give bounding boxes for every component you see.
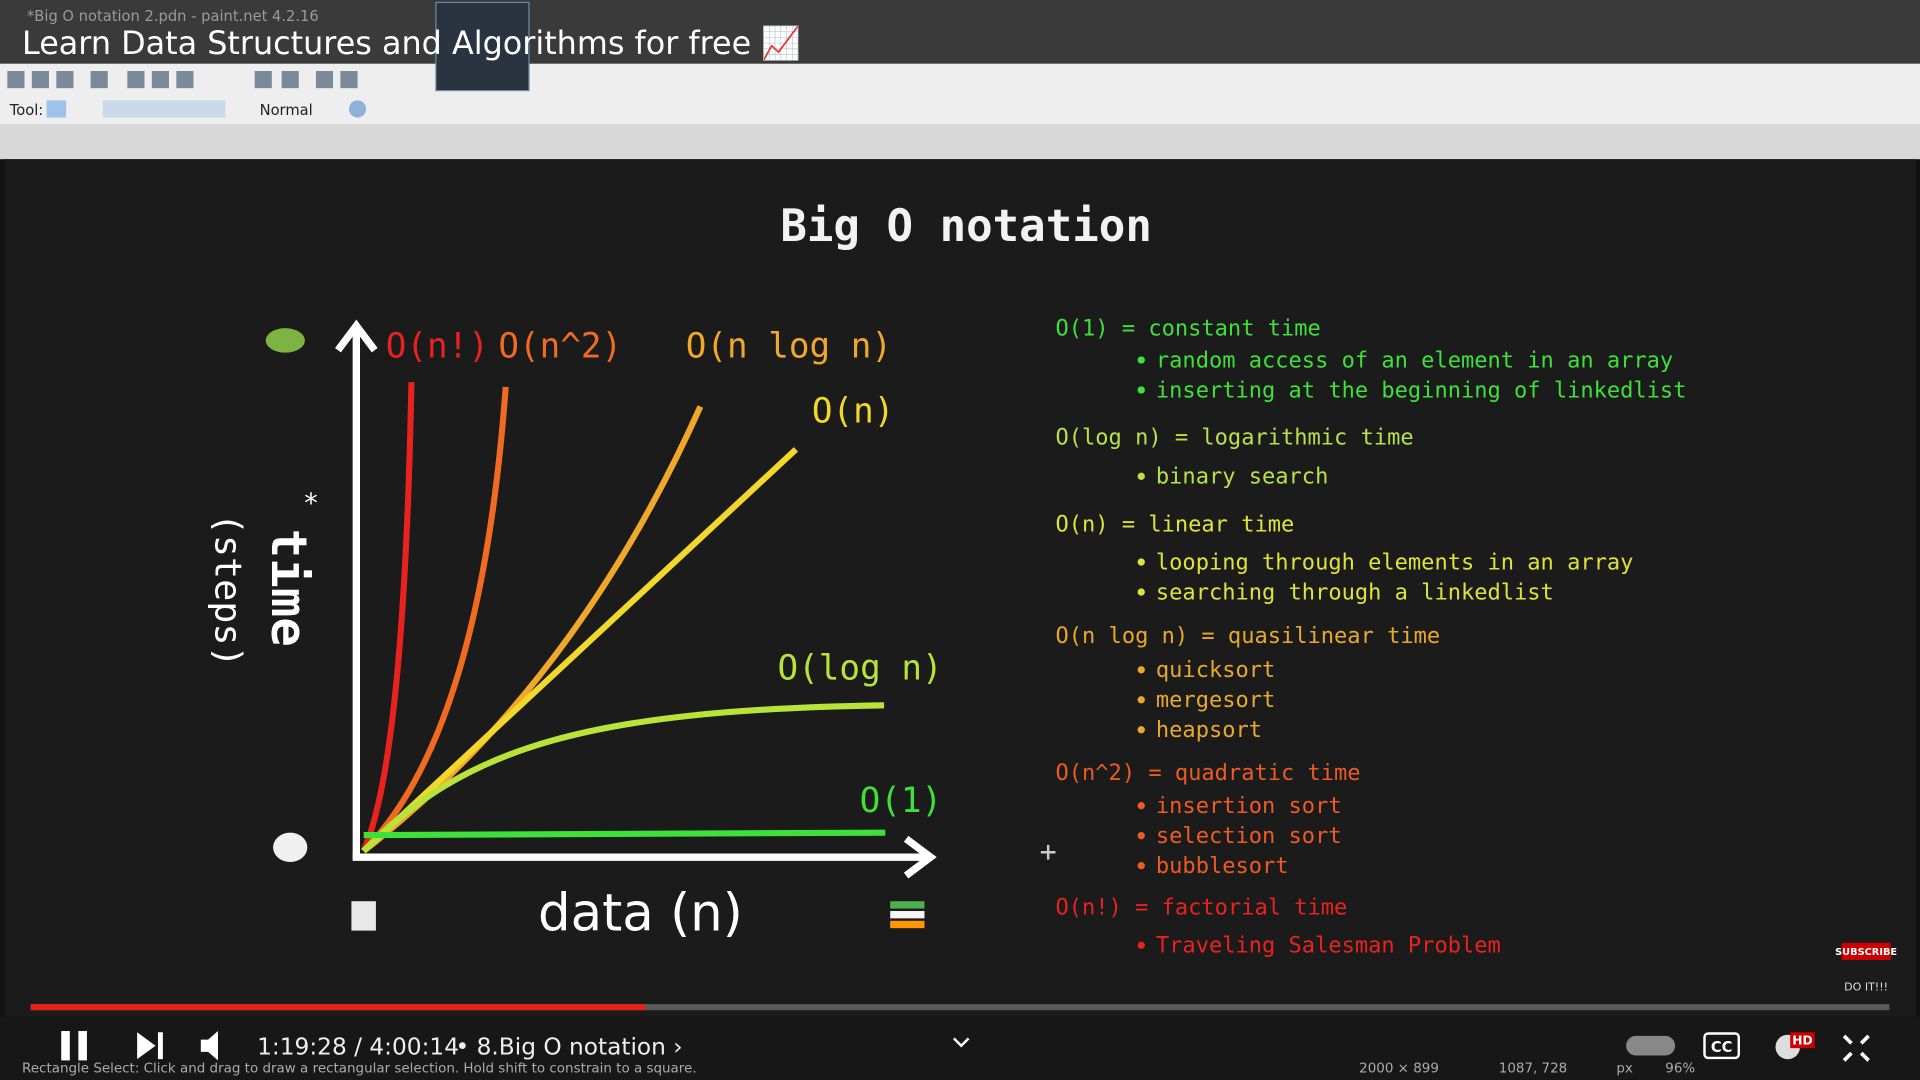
legend-item: bubblesort (1156, 854, 1289, 879)
status-zoom: 96% (1665, 1062, 1695, 1077)
exit-fullscreen[interactable] (1842, 1034, 1870, 1062)
player-bar (0, 1016, 1920, 1080)
y-axis-label: time (260, 529, 317, 647)
curve-label: O(log n) (778, 649, 943, 689)
legend-item: heapsort (1156, 718, 1262, 743)
autoplay-toggle[interactable] (1626, 1035, 1676, 1056)
turtle-icon (265, 328, 305, 353)
player-controls (61, 1031, 218, 1061)
asterisk: * (304, 488, 317, 519)
curve-label: O(n!) (386, 327, 489, 367)
legend-bullet (1137, 558, 1145, 566)
legend-item: binary search (1156, 465, 1328, 490)
legend-heading: O(log n) = logarithmic time (1056, 425, 1414, 450)
tool-button[interactable] (46, 100, 67, 118)
legend-item: Traveling Salesman Problem (1156, 934, 1501, 959)
legend-item: looping through elements in an array (1156, 550, 1634, 575)
subscribe-caption: DO IT!!! (1844, 981, 1888, 994)
legend-heading: O(1) = constant time (1056, 317, 1321, 342)
hd-label: HD (1792, 1033, 1812, 1047)
expand-chevron[interactable] (953, 1037, 970, 1048)
status-image-size: 2000 × 899 (1359, 1062, 1439, 1077)
legend-bullet (1137, 862, 1145, 870)
status-hint: Rectangle Select: Click and drag to draw… (22, 1062, 697, 1077)
legend-item: quicksort (1156, 658, 1275, 683)
document-icon (351, 901, 376, 931)
legend-item: mergesort (1156, 688, 1275, 713)
legend-item: inserting at the beginning of linkedlist (1156, 378, 1687, 403)
curve-label: O(n) (812, 391, 895, 431)
progress-played (30, 1004, 646, 1011)
volume-button[interactable] (200, 1031, 218, 1061)
legend-bullet (1137, 941, 1145, 949)
slide-canvas (4, 159, 1917, 1017)
status-units: px (1616, 1062, 1633, 1077)
canvas-margin (0, 124, 1920, 160)
y-axis-note: (steps) (207, 513, 250, 668)
legend-heading: O(n) = linear time (1056, 512, 1295, 537)
subscribe-text[interactable]: SUBSCRIBE (1835, 947, 1897, 958)
legend-bullet (1137, 386, 1145, 394)
legend-bullet (1137, 726, 1145, 734)
legend-bullet (1137, 356, 1145, 364)
y-arrow (335, 319, 378, 353)
legend-bullet (1137, 832, 1145, 840)
complexity-curve (363, 829, 886, 839)
cc-button[interactable] (1703, 1032, 1740, 1060)
curve-label: O(n^2) (498, 327, 622, 367)
antialias-button[interactable] (348, 100, 367, 118)
complexity-curve (360, 381, 415, 853)
legend-bullet (1137, 696, 1145, 704)
legend-item: random access of an element in an array (1156, 348, 1673, 373)
complexity-curve (361, 702, 885, 854)
curve-label: O(n log n) (686, 327, 892, 367)
legend-heading: O(n!) = factorial time (1056, 896, 1348, 921)
legend-item: selection sort (1156, 824, 1342, 849)
pause-button-bar[interactable] (78, 1031, 87, 1061)
move-cursor (1040, 844, 1056, 860)
toolbar-icons (7, 71, 358, 89)
curve-label: O(1) (860, 781, 943, 821)
legend-bullet (1137, 802, 1145, 810)
hd-badge (1790, 1032, 1815, 1049)
rabbit-icon (273, 832, 308, 863)
chapter-title[interactable]: • 8.Big O notation › (456, 1033, 683, 1060)
subscribe-badge[interactable] (1841, 942, 1891, 960)
legend-item: insertion sort (1156, 794, 1342, 819)
status-cursor: 1087, 728 (1499, 1062, 1567, 1077)
cc-label[interactable]: CC (1711, 1039, 1733, 1056)
legend-bullet (1137, 472, 1145, 480)
complexity-curve (361, 447, 799, 854)
legend-heading: O(n^2) = quadratic time (1056, 761, 1361, 786)
tool-label: Tool: (9, 102, 43, 119)
legend-bullet (1137, 588, 1145, 596)
selection-modes[interactable] (102, 100, 226, 118)
slide-title: Big O notation (780, 201, 1152, 252)
player-time: 1:19:28 / 4:00:14 (257, 1033, 459, 1060)
legend: O(1) = constant time random access of an … (1056, 317, 1687, 959)
legend-heading: O(n log n) = quasilinear time (1056, 624, 1441, 649)
progress-track[interactable] (30, 1004, 1890, 1011)
x-axis-label: data (n) (538, 884, 743, 944)
legend-item: searching through a linkedlist (1156, 580, 1554, 605)
title-bar (0, 0, 1920, 64)
x-arrow (903, 835, 937, 879)
blend-mode[interactable]: Normal (260, 102, 313, 119)
window-title: *Big O notation 2.pdn - paint.net 4.2.16 (27, 8, 319, 25)
video-title[interactable]: Learn Data Structures and Algorithms for… (22, 24, 801, 62)
curves: O(n!) O(n^2) O(n log n) O(n) O(log n) O(1) (360, 327, 943, 854)
legend-bullet (1137, 666, 1145, 674)
complexity-curve (361, 386, 509, 854)
next-button[interactable] (137, 1032, 163, 1060)
pause-button[interactable] (61, 1031, 70, 1061)
axes (335, 319, 937, 879)
image-thumbnail[interactable] (435, 1, 530, 92)
books-icon (890, 901, 925, 929)
